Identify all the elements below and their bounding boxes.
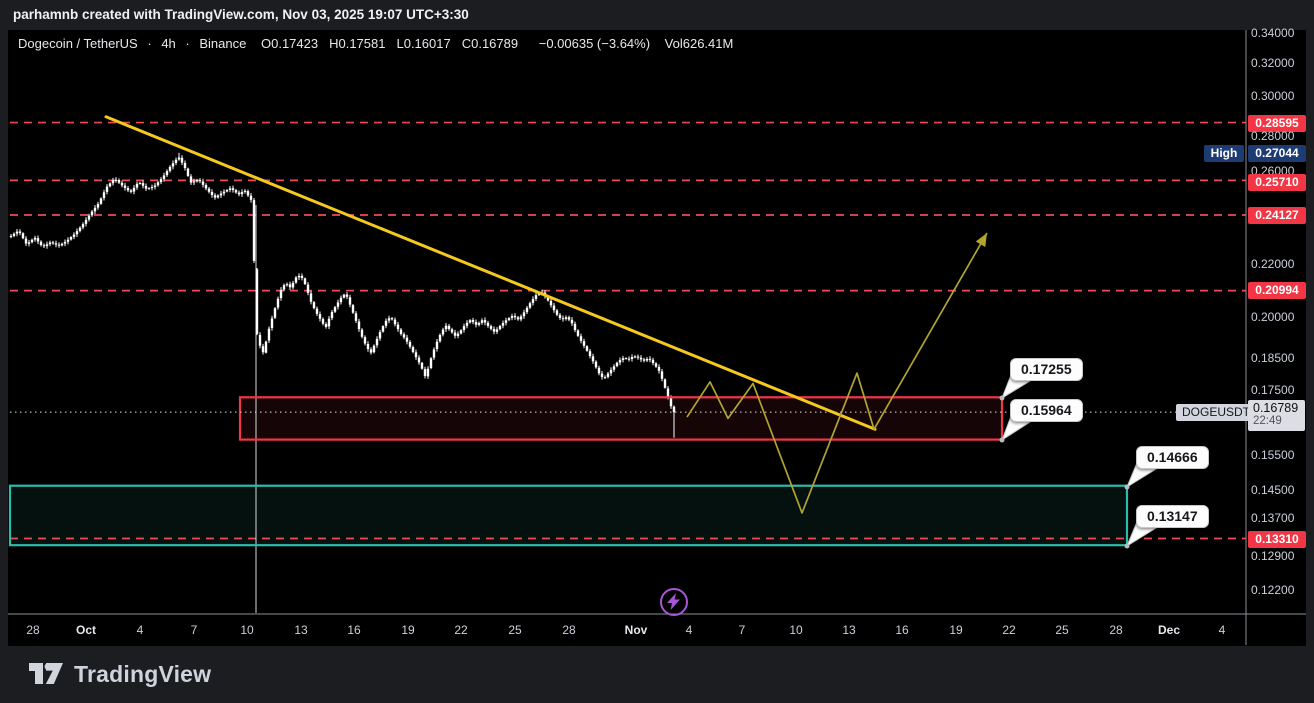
time-label: 25 — [508, 623, 522, 637]
price-label-plain: 0.13700 — [1251, 511, 1295, 525]
supply-zone-fill — [240, 397, 1002, 440]
change-value: −0.00635 (−3.64%) — [538, 36, 651, 51]
time-label: 22 — [1002, 623, 1016, 637]
time-label: 25 — [1055, 623, 1069, 637]
legend-separator-2: · — [185, 36, 190, 51]
descending-trendline[interactable] — [104, 115, 877, 431]
candlestick-series — [9, 152, 676, 438]
ohlc-l: L0.16017 — [396, 36, 451, 51]
exchange-label: Binance — [199, 36, 247, 51]
footer: TradingView — [0, 646, 1314, 703]
time-label: 16 — [347, 623, 361, 637]
projection-zigzag[interactable] — [686, 232, 988, 514]
time-label: 28 — [562, 623, 576, 637]
ohlc-h: H0.17581 — [329, 36, 386, 51]
time-label: 13 — [294, 623, 308, 637]
time-label: 4 — [685, 623, 693, 637]
time-label: 22 — [454, 623, 468, 637]
symbol-title: Dogecoin / TetherUS — [18, 36, 138, 51]
chart-canvas[interactable] — [8, 30, 1306, 646]
price-axis[interactable]: 0.34000 0.32000 0.30000 0.28595 0.28000 0.270… — [1247, 26, 1306, 614]
time-label: Dec — [1157, 623, 1181, 637]
bar-countdown: 22:49 — [1253, 415, 1282, 427]
time-label: 28 — [1109, 623, 1123, 637]
ohlc-c: C0.16789 — [461, 36, 519, 51]
anchor-handle[interactable] — [999, 395, 1005, 401]
price-label-plain: 0.18500 — [1251, 351, 1295, 365]
price-label-red: 0.13310 — [1248, 531, 1306, 548]
price-label-plain: 0.12200 — [1251, 583, 1295, 597]
time-axis[interactable]: 28 Oct 4 7 10 13 16 19 22 25 28 Nov 4 7 10 13 16 19 22 25 28… — [8, 615, 1246, 645]
volume-value: Vol626.41M — [664, 36, 734, 51]
price-label-plain: 0.14500 — [1251, 483, 1295, 497]
anchor-handle[interactable] — [1124, 543, 1130, 549]
time-label: 19 — [949, 623, 963, 637]
time-label: 10 — [240, 623, 254, 637]
time-label: 19 — [401, 623, 415, 637]
ohlc-o: O0.17423 — [260, 36, 319, 51]
time-label: 13 — [842, 623, 856, 637]
price-label-red: 0.20994 — [1248, 282, 1306, 299]
time-label: 10 — [789, 623, 803, 637]
time-label: 4 — [136, 623, 144, 637]
price-callout[interactable]: 0.13147 — [1136, 505, 1209, 528]
tradingview-logo-icon — [29, 663, 63, 684]
legend-separator-1: · — [147, 36, 152, 51]
price-callout[interactable]: 0.15964 — [1010, 399, 1083, 422]
time-label: 4 — [1218, 623, 1226, 637]
time-label: 28 — [26, 623, 40, 637]
price-label-plain: 0.34000 — [1251, 26, 1295, 40]
price-label-plain: 0.15500 — [1251, 448, 1295, 462]
quick-trade-button[interactable] — [660, 588, 688, 616]
projection-arrowhead — [975, 233, 987, 248]
chart-widget[interactable] — [8, 30, 1306, 646]
attribution-bar: parhamnb created with TradingView.com, N… — [0, 0, 1314, 30]
price-label-plain: 0.30000 — [1251, 89, 1295, 103]
time-label: 16 — [895, 623, 909, 637]
anchor-handle[interactable] — [1124, 484, 1130, 490]
tradingview-logo[interactable]: TradingView — [28, 661, 211, 688]
price-label-red: 0.25710 — [1248, 174, 1306, 191]
interval-label: 4h — [161, 36, 176, 51]
time-label: Nov — [624, 623, 648, 637]
price-label-red: 0.24127 — [1248, 207, 1306, 224]
symbol-price-line-label: DOGEUSDT — [1176, 404, 1257, 421]
price-callout[interactable]: 0.17255 — [1010, 358, 1083, 381]
time-label: 7 — [738, 623, 746, 637]
current-price-value: 0.16789 — [1253, 401, 1299, 415]
lightning-icon — [667, 593, 680, 610]
time-label: 7 — [190, 623, 198, 637]
price-label-plain: 0.28000 — [1251, 129, 1295, 143]
chart-legend[interactable]: Dogecoin / TetherUS · 4h · Binance O0.17… — [18, 36, 739, 56]
ohlc-values: O0.17423 H0.17581 L0.16017 C0.16789 — [261, 36, 529, 51]
current-price-label: 0.16789 22:49 — [1248, 400, 1305, 431]
attribution-text: parhamnb created with TradingView.com, N… — [13, 7, 469, 22]
price-label-plain: 0.12900 — [1251, 549, 1295, 563]
demand-zone-border[interactable] — [8, 484, 1129, 547]
price-label-blue: 0.27044 — [1248, 145, 1306, 162]
price-label-plain: 0.22000 — [1251, 257, 1295, 271]
price-label-plain: 0.32000 — [1251, 56, 1295, 70]
time-label: Oct — [75, 623, 97, 637]
price-label-plain: 0.17500 — [1251, 383, 1295, 397]
demand-zone-fill — [10, 485, 1127, 546]
high-badge: High — [1204, 145, 1244, 162]
anchor-handle[interactable] — [999, 437, 1005, 443]
price-label-plain: 0.20000 — [1251, 310, 1295, 324]
price-callout[interactable]: 0.14666 — [1136, 446, 1209, 469]
tradingview-logo-text: TradingView — [74, 661, 212, 687]
price-label-red: 0.28595 — [1248, 115, 1306, 132]
supply-zone-border[interactable] — [238, 396, 1004, 441]
